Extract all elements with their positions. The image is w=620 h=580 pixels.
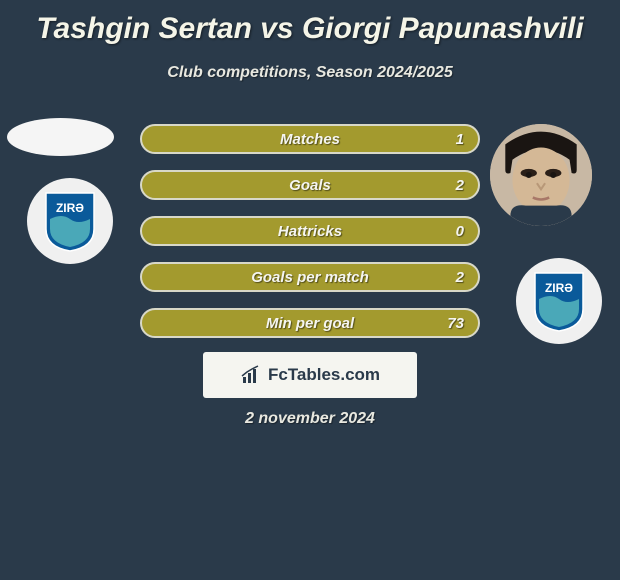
branding-box: FcTables.com [203, 352, 417, 398]
player-right-avatar [490, 124, 592, 226]
stat-row-goals-per-match: Goals per match 2 [140, 262, 480, 292]
player-left-club-badge: ZIRƏ [27, 178, 113, 264]
stat-row-hattricks: Hattricks 0 [140, 216, 480, 246]
stats-container: Matches 1 Goals 2 Hattricks 0 Goals per … [140, 124, 480, 354]
date-label: 2 november 2024 [0, 410, 620, 428]
stat-label: Matches [280, 131, 340, 148]
svg-text:ZIRƏ: ZIRƏ [545, 281, 573, 295]
stat-value: 2 [456, 269, 464, 286]
stat-value: 2 [456, 177, 464, 194]
chart-icon [240, 364, 262, 386]
stat-value: 0 [456, 223, 464, 240]
stat-value: 1 [456, 131, 464, 148]
player-face-icon [490, 124, 592, 226]
stat-row-min-per-goal: Min per goal 73 [140, 308, 480, 338]
club-badge-icon: ZIRƏ [42, 189, 98, 253]
club-badge-icon: ZIRƏ [531, 269, 587, 333]
stat-label: Min per goal [266, 315, 354, 332]
player-right-club-badge: ZIRƏ [516, 258, 602, 344]
stat-label: Goals per match [251, 269, 369, 286]
stat-row-matches: Matches 1 [140, 124, 480, 154]
subtitle: Club competitions, Season 2024/2025 [0, 64, 620, 82]
page-title: Tashgin Sertan vs Giorgi Papunashvili [0, 0, 620, 46]
stat-value: 73 [447, 315, 464, 332]
player-left-avatar [7, 118, 114, 156]
svg-text:ZIRƏ: ZIRƏ [56, 201, 84, 215]
stat-label: Goals [289, 177, 331, 194]
stat-row-goals: Goals 2 [140, 170, 480, 200]
stat-label: Hattricks [278, 223, 342, 240]
branding-text: FcTables.com [268, 365, 380, 385]
